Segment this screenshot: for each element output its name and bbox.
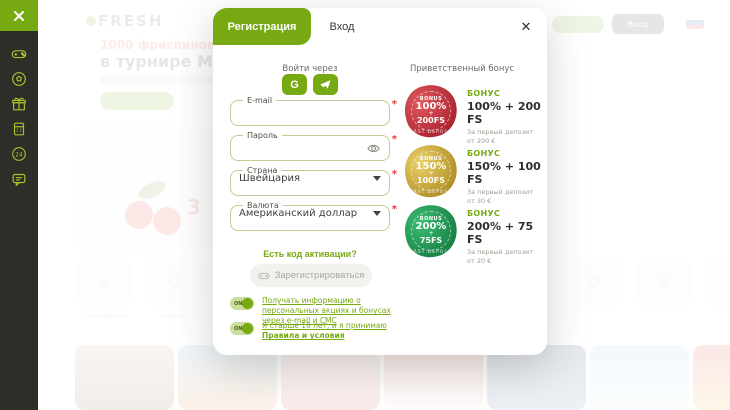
country-value: Швейцария: [239, 173, 301, 184]
currency-label: Валюта: [247, 201, 279, 210]
badge-ring-text: FIRST DEPOSIT: [407, 130, 455, 135]
tab-login[interactable]: Вход: [311, 8, 373, 45]
badge-fs: 75FS: [419, 236, 443, 245]
activation-code-link[interactable]: Есть код активации?: [230, 248, 390, 260]
bonus-tag: БОНУС: [467, 149, 501, 158]
bonus-title: 100% + 200 FS: [467, 100, 541, 126]
telegram-login-button[interactable]: [313, 74, 338, 95]
tab-registration[interactable]: Регистрация: [213, 8, 311, 45]
badge-percent: 200%: [415, 221, 447, 233]
social-login-buttons: G: [230, 74, 390, 95]
required-asterisk: *: [391, 134, 397, 145]
close-icon[interactable]: ✕: [517, 18, 535, 36]
gift-icon: [12, 97, 26, 110]
password-field[interactable]: Пароль *: [230, 131, 397, 161]
badge-ring-text: FIRST DEPOSIT: [407, 250, 455, 255]
required-asterisk: *: [391, 99, 397, 110]
google-login-button[interactable]: G: [282, 74, 307, 95]
bonus-title: 150% + 100 FS: [467, 160, 541, 186]
age-text: Я старше 18 лет, и я принимаю: [262, 321, 387, 330]
email-input[interactable]: [239, 112, 381, 123]
welcome-bonus-heading: Приветственный бонус: [410, 64, 515, 74]
chevron-down-icon: [373, 211, 381, 216]
country-select[interactable]: Страна Швейцария *: [230, 166, 397, 196]
bonus-title: 200% + 75 FS: [467, 220, 534, 246]
badge-text: BONUS: [419, 216, 443, 223]
marketing-consent-row: ON Получать информацию о персональных ак…: [230, 296, 392, 326]
password-input[interactable]: [239, 147, 359, 158]
bonus-sub1: За первый депозит: [467, 128, 534, 136]
email-field[interactable]: E-mail *: [230, 96, 397, 126]
toggle-on-label: ON: [234, 300, 243, 307]
password-label: Пароль: [247, 131, 278, 140]
bonus-item-2: BONUS 150% + 100FS FIRST DEPOSIT БОНУС 1…: [397, 137, 541, 205]
bonus-badge-red: BONUS 100% + 200FS FIRST DEPOSIT: [397, 77, 465, 145]
age-terms-row: ON Я старше 18 лет, и я принимаю Правила…: [230, 321, 392, 341]
sidebar-item-bonuses[interactable]: [0, 91, 38, 116]
login-via-heading: Войти через: [282, 64, 338, 74]
menu-close-button[interactable]: [0, 0, 38, 31]
bonus-badge-gold: BONUS 150% + 100FS FIRST DEPOSIT: [397, 137, 465, 205]
support-24-icon: 24: [12, 146, 26, 161]
sidebar-item-support[interactable]: 24: [0, 141, 38, 166]
currency-value: Американский доллар: [239, 208, 358, 219]
google-icon: G: [290, 78, 299, 91]
sidebar-item-cashier[interactable]: [0, 116, 38, 141]
badge-fs: 100FS: [417, 176, 445, 185]
badge-text: BONUS: [419, 96, 443, 103]
bonus-tag: БОНУС: [467, 209, 501, 218]
age-terms-label: Я старше 18 лет, и я принимаю Правила и …: [262, 321, 387, 341]
toggle-knob: [242, 323, 253, 334]
bonus-item-1: BONUS 100% + 200FS FIRST DEPOSIT БОНУС 1…: [397, 77, 541, 145]
eye-icon: [367, 144, 380, 153]
sidebar: 24: [0, 0, 38, 410]
close-icon: [14, 10, 24, 21]
show-password-button[interactable]: [366, 142, 381, 158]
required-asterisk: *: [391, 169, 397, 180]
sidebar-item-chat[interactable]: [0, 166, 38, 191]
registration-modal: Регистрация Вход ✕ Войти через G E-mail …: [213, 8, 547, 355]
calculator-icon: [13, 122, 25, 135]
marketing-consent-toggle[interactable]: ON: [230, 297, 254, 310]
chat-icon: [12, 173, 26, 187]
soccer-ball-icon: [12, 71, 26, 86]
bonus-sub2: от 30 €: [467, 197, 492, 206]
badge-percent: 150%: [415, 161, 447, 173]
gamepad-icon: [11, 49, 27, 58]
email-label: E-mail: [247, 96, 273, 105]
sidebar-item-sports[interactable]: [0, 66, 38, 91]
bonus-tag: БОНУС: [467, 89, 501, 98]
badge-text: BONUS: [419, 156, 443, 163]
bonus-sub1: За первый депозит: [467, 188, 534, 196]
telegram-icon: [320, 80, 331, 89]
bonus-item-3: BONUS 200% + 75FS FIRST DEPOSIT БОНУС 20…: [397, 197, 541, 265]
required-asterisk: *: [391, 204, 397, 215]
badge-plus: +: [428, 110, 434, 118]
marketing-consent-label[interactable]: Получать информацию о персональных акция…: [262, 296, 391, 326]
badge-ring-text: FIRST DEPOSIT: [407, 190, 455, 195]
currency-select[interactable]: Валюта Американский доллар *: [230, 201, 397, 231]
sidebar-item-games[interactable]: [0, 41, 38, 66]
bonus-sub1: За первый депозит: [467, 248, 534, 256]
badge-plus: +: [428, 230, 434, 238]
chevron-down-icon: [373, 176, 381, 181]
country-label: Страна: [247, 166, 278, 175]
badge-fs: 200FS: [417, 116, 445, 125]
toggle-knob: [242, 298, 253, 309]
bonus-badge-green: BONUS 200% + 75FS FIRST DEPOSIT: [397, 197, 465, 265]
gamepad-icon: [257, 272, 270, 279]
bonus-sub2: от 200 €: [467, 137, 496, 146]
badge-plus: +: [428, 170, 434, 178]
bonus-sub2: от 20 €: [467, 257, 492, 266]
toggle-on-label: ON: [234, 325, 243, 332]
age-terms-toggle[interactable]: ON: [230, 322, 254, 335]
badge-percent: 100%: [415, 101, 447, 113]
terms-link[interactable]: Правила и условия: [262, 331, 345, 341]
register-button-label: Зарегистрироваться: [274, 270, 365, 281]
svg-text:24: 24: [15, 152, 23, 158]
register-button[interactable]: Зарегистрироваться: [250, 264, 372, 287]
